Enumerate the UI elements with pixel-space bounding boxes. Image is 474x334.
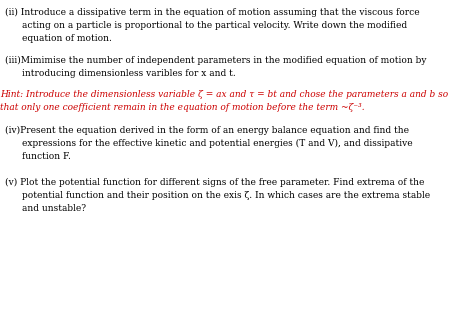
Text: expressions for the effective kinetic and potential energies (T and V), and diss: expressions for the effective kinetic an… [22, 139, 413, 148]
Text: (ii) Introduce a dissipative term in the equation of motion assuming that the vi: (ii) Introduce a dissipative term in the… [5, 8, 419, 17]
Text: potential function and their position on the exis ζ. In which cases are the extr: potential function and their position on… [22, 191, 430, 200]
Text: function F.: function F. [22, 152, 71, 161]
Text: that only one coefficient remain in the equation of motion before the term ~ζ⁻³.: that only one coefficient remain in the … [0, 103, 365, 112]
Text: acting on a particle is proportional to the partical velocity. Write down the mo: acting on a particle is proportional to … [22, 21, 407, 30]
Text: introducing dimensionless varibles for x and t.: introducing dimensionless varibles for x… [22, 69, 236, 78]
Text: Hint: Introduce the dimensionless variable ζ = ax and τ = bt and chose the param: Hint: Introduce the dimensionless variab… [0, 90, 448, 99]
Text: equation of motion.: equation of motion. [22, 34, 112, 43]
Text: and unstable?: and unstable? [22, 204, 86, 213]
Text: (iii)Mimimise the number of independent parameters in the modified equation of m: (iii)Mimimise the number of independent … [5, 56, 427, 65]
Text: (iv)Present the equation derived in the form of an energy balance equation and f: (iv)Present the equation derived in the … [5, 126, 409, 135]
Text: (v) Plot the potential function for different signs of the free parameter. Find : (v) Plot the potential function for diff… [5, 178, 424, 187]
